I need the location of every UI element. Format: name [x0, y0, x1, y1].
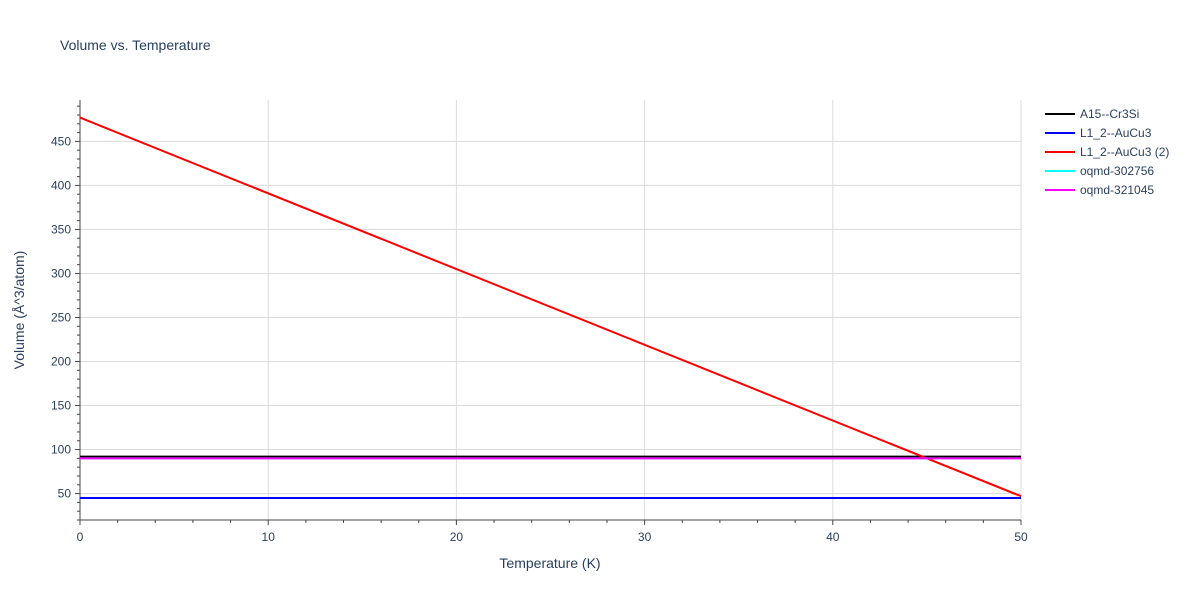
legend[interactable]: A15--Cr3Si L1_2--AuCu3 L1_2--AuCu3 (2) oqmd… [1045, 107, 1169, 197]
legend-item[interactable]: oqmd-302756 [1045, 164, 1154, 178]
y-tick-label: 350 [51, 222, 71, 236]
y-axis-title: Volume (Å^3/atom) [11, 251, 27, 370]
y-tick-label: 200 [51, 355, 71, 369]
x-tick-label: 10 [262, 530, 276, 544]
x-tick-label: 0 [77, 530, 84, 544]
legend-item[interactable]: oqmd-321045 [1045, 183, 1154, 197]
series-layer [79, 116, 1022, 499]
y-tick-label: 400 [51, 178, 71, 192]
legend-label: A15--Cr3Si [1080, 107, 1139, 121]
y-tick-label: 250 [51, 310, 71, 324]
x-tick-label: 30 [638, 530, 652, 544]
legend-label: L1_2--AuCu3 [1080, 126, 1152, 140]
legend-label: oqmd-321045 [1080, 183, 1154, 197]
ticks-layer: 0 10 20 30 40 50 50 100 150 200 250 300 350 400 450 [51, 105, 1028, 544]
x-tick-label: 20 [450, 530, 464, 544]
y-tick-label: 100 [51, 443, 71, 457]
y-tick-label: 50 [58, 487, 72, 501]
chart-title: Volume vs. Temperature [60, 37, 211, 53]
series-line-3 [79, 116, 1022, 498]
y-tick-label: 300 [51, 266, 71, 280]
grid-layer [80, 100, 1022, 520]
legend-label: L1_2--AuCu3 (2) [1080, 145, 1169, 159]
x-tick-label: 50 [1014, 530, 1028, 544]
x-tick-label: 40 [826, 530, 840, 544]
y-tick-label: 450 [51, 134, 71, 148]
legend-item[interactable]: A15--Cr3Si [1045, 107, 1139, 121]
legend-item[interactable]: L1_2--AuCu3 [1045, 126, 1152, 140]
legend-item[interactable]: L1_2--AuCu3 (2) [1045, 145, 1169, 159]
x-axis-title: Temperature (K) [499, 555, 600, 571]
legend-label: oqmd-302756 [1080, 164, 1154, 178]
y-tick-label: 150 [51, 399, 71, 413]
